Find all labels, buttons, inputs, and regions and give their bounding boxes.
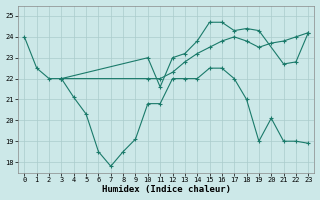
X-axis label: Humidex (Indice chaleur): Humidex (Indice chaleur) — [102, 185, 231, 194]
